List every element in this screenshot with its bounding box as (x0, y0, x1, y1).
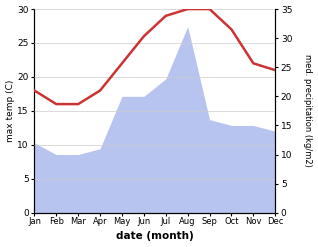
Y-axis label: max temp (C): max temp (C) (5, 80, 15, 142)
X-axis label: date (month): date (month) (116, 231, 194, 242)
Y-axis label: med. precipitation (kg/m2): med. precipitation (kg/m2) (303, 54, 313, 167)
